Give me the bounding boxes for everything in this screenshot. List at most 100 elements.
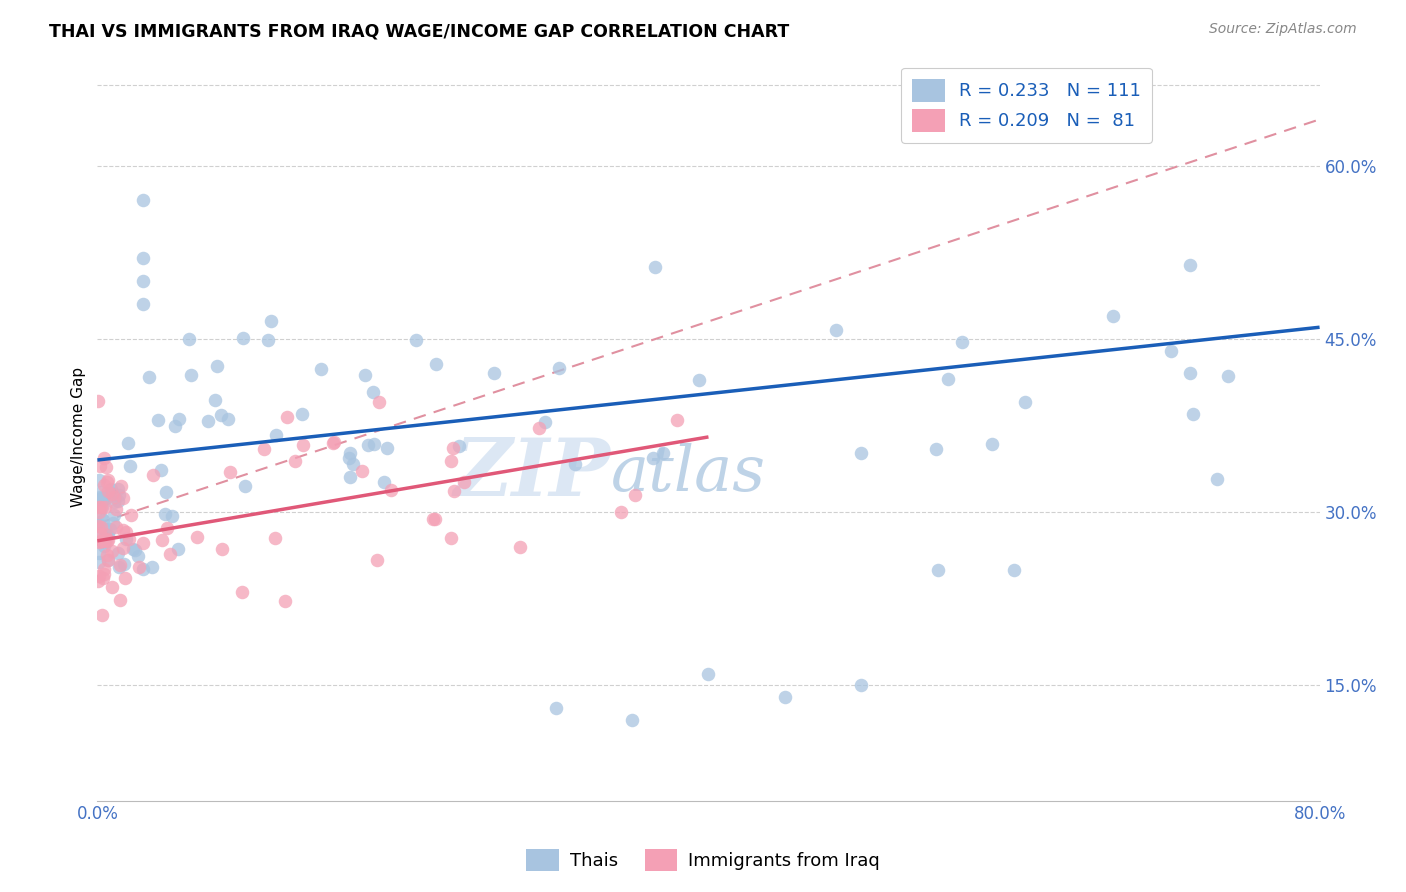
- Point: [1216, 369, 1239, 384]
- Point: [87, 474, 110, 488]
- Point: [93, 539, 115, 553]
- Point: [363, 384, 385, 399]
- Point: [97, 483, 120, 498]
- Point: [509, 540, 531, 554]
- Point: [89, 491, 111, 505]
- Point: [1178, 366, 1201, 380]
- Point: [322, 435, 344, 450]
- Point: [337, 450, 360, 465]
- Point: [373, 475, 395, 489]
- Point: [97, 528, 120, 542]
- Point: [211, 541, 233, 556]
- Point: [120, 508, 142, 523]
- Point: [138, 369, 160, 384]
- Point: [1205, 472, 1227, 486]
- Point: [564, 457, 586, 471]
- Point: [100, 486, 122, 500]
- Point: [162, 509, 184, 524]
- Point: [89, 459, 111, 474]
- Point: [186, 530, 208, 544]
- Point: [159, 547, 181, 561]
- Point: [132, 251, 155, 265]
- Point: [90, 493, 112, 508]
- Point: [90, 484, 112, 499]
- Point: [1178, 258, 1201, 272]
- Point: [87, 500, 110, 515]
- Point: [93, 450, 115, 465]
- Point: [94, 491, 117, 505]
- Point: [89, 518, 111, 533]
- Text: Source: ZipAtlas.com: Source: ZipAtlas.com: [1209, 22, 1357, 37]
- Text: ZIP: ZIP: [454, 434, 610, 512]
- Point: [96, 460, 118, 475]
- Point: [322, 435, 344, 450]
- Point: [197, 414, 219, 428]
- Point: [544, 701, 567, 715]
- Point: [548, 360, 571, 375]
- Point: [90, 519, 112, 533]
- Point: [141, 559, 163, 574]
- Point: [219, 466, 242, 480]
- Point: [167, 412, 190, 426]
- Point: [96, 475, 118, 489]
- Point: [118, 458, 141, 473]
- Point: [651, 446, 673, 460]
- Point: [121, 542, 143, 557]
- Point: [91, 534, 114, 549]
- Text: atlas: atlas: [610, 442, 766, 504]
- Point: [97, 533, 120, 547]
- Point: [132, 193, 155, 207]
- Point: [155, 485, 177, 500]
- Point: [107, 494, 129, 508]
- Point: [87, 518, 110, 533]
- Point: [447, 439, 470, 453]
- Point: [118, 533, 141, 547]
- Point: [103, 508, 125, 522]
- Point: [1102, 310, 1125, 324]
- Point: [103, 490, 125, 504]
- Point: [100, 580, 122, 594]
- Point: [527, 421, 550, 435]
- Point: [105, 502, 128, 516]
- Point: [342, 458, 364, 472]
- Point: [100, 483, 122, 497]
- Point: [1182, 407, 1205, 421]
- Point: [87, 393, 110, 408]
- Point: [350, 464, 373, 478]
- Point: [112, 491, 135, 505]
- Point: [422, 512, 444, 526]
- Point: [91, 571, 114, 585]
- Point: [111, 541, 134, 555]
- Point: [108, 560, 131, 574]
- Point: [217, 412, 239, 426]
- Point: [950, 334, 973, 349]
- Point: [356, 437, 378, 451]
- Point: [127, 549, 149, 563]
- Point: [177, 332, 200, 346]
- Point: [276, 409, 298, 424]
- Point: [453, 475, 475, 490]
- Point: [263, 531, 285, 545]
- Point: [641, 451, 664, 466]
- Point: [97, 473, 120, 487]
- Point: [353, 368, 375, 382]
- Text: THAI VS IMMIGRANTS FROM IRAQ WAGE/INCOME GAP CORRELATION CHART: THAI VS IMMIGRANTS FROM IRAQ WAGE/INCOME…: [49, 22, 789, 40]
- Point: [141, 467, 163, 482]
- Point: [849, 446, 872, 460]
- Point: [405, 333, 427, 347]
- Point: [209, 408, 232, 422]
- Point: [423, 512, 446, 526]
- Point: [292, 438, 315, 452]
- Point: [114, 532, 136, 546]
- Point: [90, 491, 112, 505]
- Point: [93, 566, 115, 581]
- Point: [128, 560, 150, 574]
- Point: [101, 487, 124, 501]
- Point: [87, 519, 110, 533]
- Point: [644, 260, 666, 275]
- Point: [87, 555, 110, 569]
- Point: [851, 678, 873, 692]
- Point: [94, 522, 117, 536]
- Point: [155, 521, 177, 535]
- Point: [103, 494, 125, 508]
